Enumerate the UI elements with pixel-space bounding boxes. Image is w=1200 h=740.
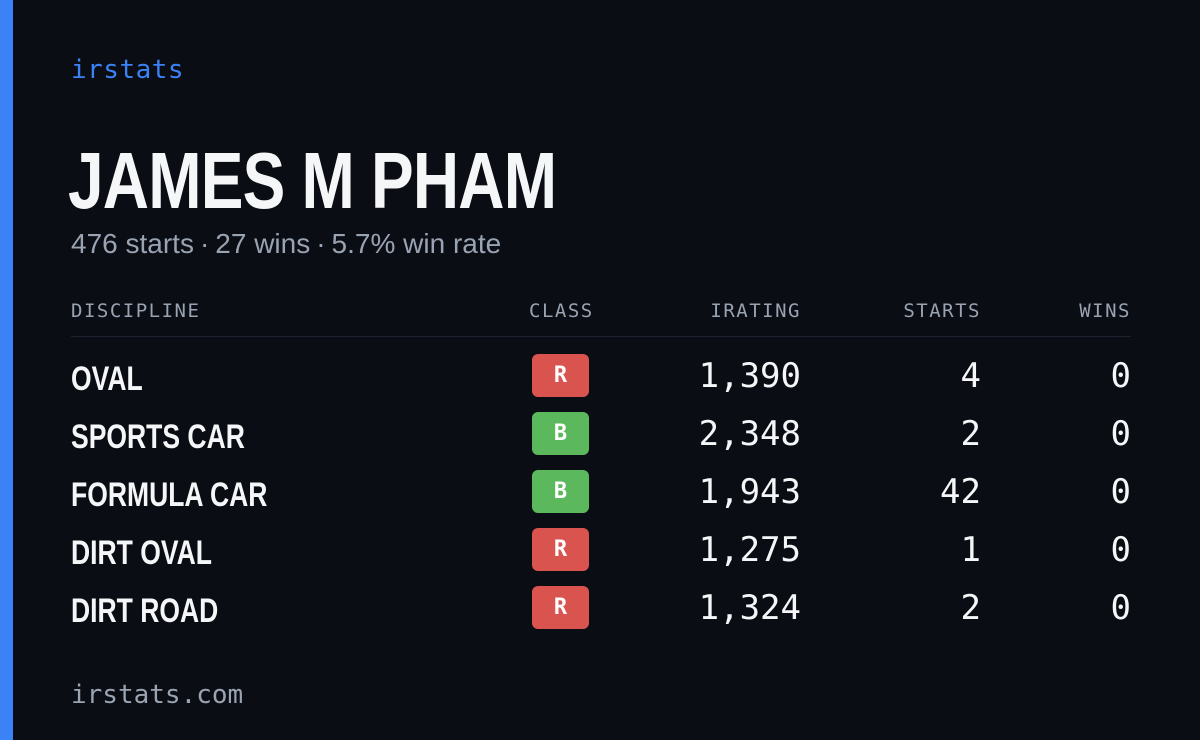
irating-value: 1,324 [698,588,801,628]
license-class-badge: R [532,354,589,397]
table-row: SPORTS CAR B 2,348 2 0 [71,408,1131,466]
header-irating: IRATING [710,300,801,322]
irating-value: 1,390 [698,356,801,396]
discipline-name: OVAL [71,360,143,398]
table-row: OVAL R 1,390 4 0 [71,350,1131,408]
starts-value: 4 [960,356,981,396]
starts-value: 2 [960,588,981,628]
driver-name: JAMES M PHAM [68,136,557,225]
table-row: FORMULA CAR B 1,943 42 0 [71,466,1131,524]
starts-value: 2 [960,414,981,454]
irating-value: 1,275 [698,530,801,570]
wins-value: 0 [1110,356,1131,396]
header-starts: STARTS [903,300,981,322]
summary-win-rate: 5.7% win rate [331,228,502,259]
header-class: CLASS [529,300,594,322]
license-class-badge: R [532,586,589,629]
wins-value: 0 [1110,472,1131,512]
discipline-name: DIRT ROAD [71,592,219,630]
irating-value: 1,943 [698,472,801,512]
table-row: DIRT ROAD R 1,324 2 0 [71,582,1131,640]
starts-value: 42 [940,472,981,512]
table-row: DIRT OVAL R 1,275 1 0 [71,524,1131,582]
summary-separator: · [316,228,326,259]
license-class-badge: B [532,470,589,513]
wins-value: 0 [1110,414,1131,454]
starts-value: 1 [960,530,981,570]
discipline-name: DIRT OVAL [71,534,212,572]
accent-bar [0,0,13,740]
discipline-name: SPORTS CAR [71,418,245,456]
wins-value: 0 [1110,588,1131,628]
license-class-badge: B [532,412,589,455]
summary-separator: · [199,228,210,259]
summary-starts: 476 starts [71,228,194,259]
table-header: DISCIPLINE CLASS IRATING STARTS WINS [71,300,1131,337]
discipline-table: OVAL R 1,390 4 0 SPORTS CAR B 2,348 2 0 … [71,350,1131,640]
license-class-badge: R [532,528,589,571]
header-wins: WINS [1079,300,1131,322]
footer-url[interactable]: irstats.com [71,680,244,710]
discipline-name: FORMULA CAR [71,476,268,514]
header-discipline: DISCIPLINE [71,300,201,322]
summary-wins: 27 wins [215,228,311,259]
wins-value: 0 [1110,530,1131,570]
driver-summary: 476 starts · 27 wins · 5.7% win rate [71,228,501,260]
brand-logo: irstats [71,55,185,85]
irating-value: 2,348 [698,414,801,454]
